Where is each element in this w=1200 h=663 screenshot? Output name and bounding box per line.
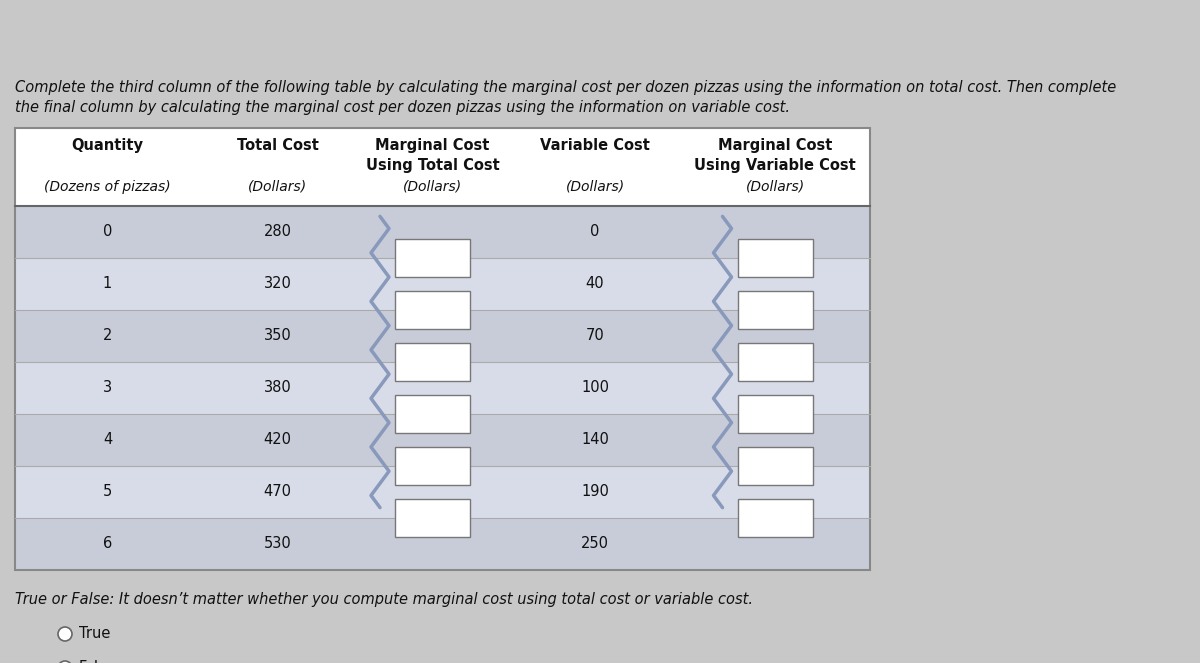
Bar (395, 343, 470, 381)
Bar (738, 448, 812, 485)
Text: 350: 350 (264, 328, 292, 343)
Text: the final column by calculating the marginal cost per dozen pizzas using the inf: the final column by calculating the marg… (14, 100, 790, 115)
Text: Total Cost: Total Cost (236, 138, 318, 153)
Text: Variable Cost: Variable Cost (540, 138, 650, 153)
Bar (14, 518, 870, 570)
Text: 3: 3 (103, 381, 112, 396)
Bar (395, 395, 470, 433)
Bar (14, 206, 870, 258)
Bar (14, 310, 870, 362)
Text: 1: 1 (103, 276, 112, 292)
Circle shape (58, 661, 72, 663)
Bar (395, 499, 470, 537)
Text: 70: 70 (586, 328, 605, 343)
Text: 0: 0 (103, 225, 112, 239)
Text: 4: 4 (103, 432, 112, 448)
Bar (14, 128, 870, 206)
Bar (738, 395, 812, 433)
Text: False: False (79, 660, 115, 663)
Text: (Dollars): (Dollars) (745, 180, 804, 194)
Text: 5: 5 (103, 485, 112, 499)
Text: (Dollars): (Dollars) (403, 180, 462, 194)
Circle shape (58, 627, 72, 641)
Text: 100: 100 (581, 381, 610, 396)
Bar (14, 466, 870, 518)
Bar (14, 128, 870, 570)
Bar (738, 239, 812, 276)
Text: 530: 530 (264, 536, 292, 552)
Text: Complete the third column of the following table by calculating the marginal cos: Complete the third column of the followi… (14, 80, 1116, 95)
Text: (Dollars): (Dollars) (565, 180, 624, 194)
Bar (395, 239, 470, 276)
Bar (395, 291, 470, 329)
Bar (14, 414, 870, 466)
Bar (738, 291, 812, 329)
Bar (14, 362, 870, 414)
Text: Using Total Cost: Using Total Cost (366, 158, 499, 173)
Text: 470: 470 (264, 485, 292, 499)
Text: Quantity: Quantity (72, 138, 144, 153)
Text: 250: 250 (581, 536, 610, 552)
Text: 2: 2 (103, 328, 112, 343)
Text: 0: 0 (590, 225, 600, 239)
Text: Using Variable Cost: Using Variable Cost (694, 158, 856, 173)
Text: True: True (79, 627, 110, 642)
Text: 380: 380 (264, 381, 292, 396)
Text: (Dozens of pizzas): (Dozens of pizzas) (44, 180, 170, 194)
Text: 40: 40 (586, 276, 605, 292)
Bar (738, 499, 812, 537)
Text: 320: 320 (264, 276, 292, 292)
Bar (738, 343, 812, 381)
Text: (Dollars): (Dollars) (248, 180, 307, 194)
Text: 280: 280 (264, 225, 292, 239)
Text: 190: 190 (581, 485, 608, 499)
Text: Marginal Cost: Marginal Cost (718, 138, 832, 153)
Text: True or False: It doesn’t matter whether you compute marginal cost using total c: True or False: It doesn’t matter whether… (14, 592, 754, 607)
Text: 140: 140 (581, 432, 608, 448)
Text: Marginal Cost: Marginal Cost (376, 138, 490, 153)
Text: 6: 6 (103, 536, 112, 552)
Text: 420: 420 (264, 432, 292, 448)
Bar (14, 258, 870, 310)
Bar (395, 448, 470, 485)
